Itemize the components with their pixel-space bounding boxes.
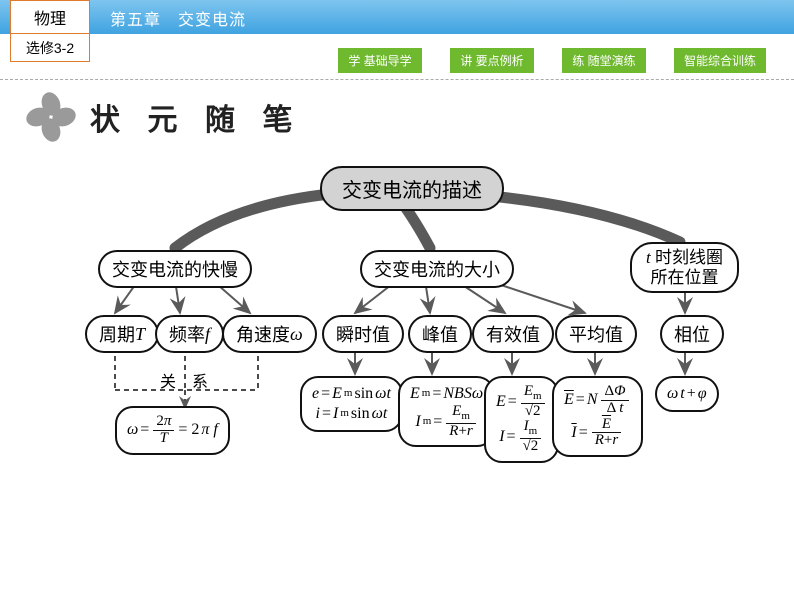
- node-period: 周期T: [85, 315, 159, 353]
- formula-avg: E=N ΔΦΔ t I= ER+r: [552, 376, 643, 457]
- subject-label: 物理: [34, 5, 66, 29]
- nav-btn-0[interactable]: 学 基础导学: [338, 48, 422, 73]
- chapter-title: 第五章 交变电流: [110, 6, 246, 30]
- nav-btn-3[interactable]: 智能综合训练: [674, 48, 766, 73]
- node-root-label: 交变电流的描述: [342, 174, 482, 203]
- node-pos-line1: 时刻线圈: [655, 248, 723, 267]
- formula-relation: ω = 2πT = 2π f: [115, 406, 230, 455]
- subject-box: 物理: [10, 0, 90, 34]
- nav-btn-2[interactable]: 练 随堂演练: [562, 48, 646, 73]
- node-angvel: 角速度ω: [222, 315, 317, 353]
- relation-label: 关 系: [160, 368, 208, 392]
- node-speed-label: 交变电流的快慢: [112, 256, 238, 282]
- connector-arrows: [0, 150, 794, 596]
- node-pos-line2: 所在位置: [650, 268, 718, 288]
- page-title: 状 元 随 笔: [90, 95, 303, 139]
- formula-inst: e=Emsinωt i=Imsinωt: [300, 376, 403, 432]
- title-row: 状 元 随 笔: [26, 92, 303, 142]
- clover-icon: [26, 92, 76, 142]
- node-phase: 相位: [660, 315, 724, 353]
- node-root: 交变电流的描述: [320, 166, 504, 211]
- node-frequency: 频率 f: [155, 315, 224, 353]
- formula-rms: E= Em√2 I= Im√2: [484, 376, 559, 463]
- formula-phase: ω t+φ: [655, 376, 719, 412]
- formula-peak: Em=NBSω Im= EmR+r: [398, 376, 495, 447]
- node-avg: 平均值: [555, 315, 637, 353]
- node-magnitude: 交变电流的大小: [360, 250, 514, 288]
- nav-buttons: 学 基础导学 讲 要点例析 练 随堂演练 智能综合训练: [0, 48, 794, 73]
- node-inst: 瞬时值: [322, 315, 404, 353]
- node-position: t 时刻线圈 所在位置: [630, 242, 739, 293]
- concept-map: 交变电流的描述 交变电流的快慢 交变电流的大小 t 时刻线圈 所在位置 周期T …: [0, 150, 794, 596]
- node-peak: 峰值: [408, 315, 472, 353]
- nav-btn-1[interactable]: 讲 要点例析: [450, 48, 534, 73]
- node-speed: 交变电流的快慢: [98, 250, 252, 288]
- separator: [0, 79, 794, 80]
- node-mag-label: 交变电流的大小: [374, 256, 500, 282]
- node-rms: 有效值: [472, 315, 554, 353]
